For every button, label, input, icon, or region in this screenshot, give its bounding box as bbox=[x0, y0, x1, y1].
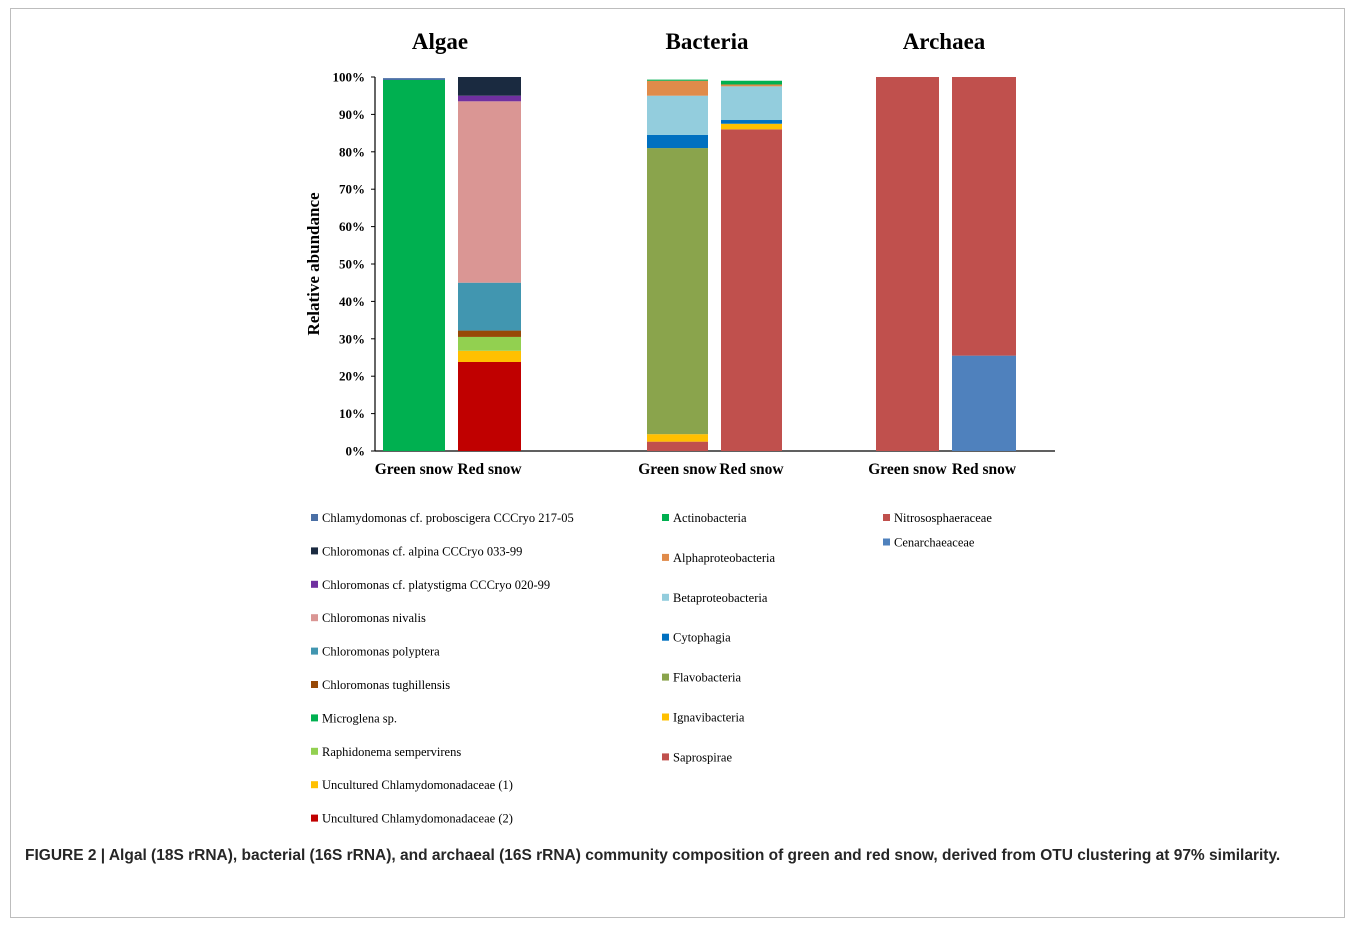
panel-title: Bacteria bbox=[665, 29, 749, 54]
legend-label: Alphaproteobacteria bbox=[673, 551, 775, 565]
legend-swatch bbox=[662, 514, 669, 521]
bar-segment bbox=[383, 79, 445, 451]
legend-label: Chloromonas cf. alpina CCCryo 033-99 bbox=[322, 544, 522, 558]
bar-segment bbox=[458, 336, 521, 351]
y-axis-label: Relative abundance bbox=[304, 192, 323, 336]
legend-swatch bbox=[311, 814, 318, 822]
bar-segment bbox=[876, 77, 939, 451]
legend-swatch bbox=[662, 753, 669, 761]
bar-segment bbox=[647, 80, 708, 96]
legend-label: Nitrososphaeraceae bbox=[894, 511, 992, 525]
legend-label: Cytophagia bbox=[673, 631, 731, 645]
y-tick-label: 0% bbox=[346, 444, 366, 459]
legend-label: Chloromonas cf. platystigma CCCryo 020-9… bbox=[322, 578, 550, 592]
bar-segment bbox=[647, 148, 708, 435]
bar-segment bbox=[458, 350, 521, 362]
bar-segment bbox=[721, 123, 782, 130]
bar-segment bbox=[647, 441, 708, 451]
legend-label: Microglena sp. bbox=[322, 711, 397, 725]
legend-label: Chlamydomonas cf. proboscigera CCCryo 21… bbox=[322, 511, 574, 525]
legend-swatch bbox=[883, 514, 890, 521]
bar-segment bbox=[383, 78, 445, 80]
legend-label: Chloromonas tughillensis bbox=[322, 678, 450, 692]
bar-segment bbox=[721, 86, 782, 121]
legend-label: Chloromonas nivalis bbox=[322, 611, 426, 625]
x-category-label: Red snow bbox=[457, 461, 522, 478]
legend-swatch bbox=[662, 593, 669, 601]
y-tick-label: 90% bbox=[339, 107, 365, 122]
legend-swatch bbox=[311, 547, 318, 555]
stacked-bar-chart: 0% 10% 20% 30% 40% 50% 60% 70% 80% 90% 100% Relativ… bbox=[304, 29, 1055, 826]
bar-segment bbox=[721, 80, 782, 85]
bar-segment bbox=[647, 79, 708, 81]
legend-label: Chloromonas polyptera bbox=[322, 645, 440, 659]
legend-swatch bbox=[883, 538, 890, 546]
y-tick-label: 70% bbox=[339, 182, 365, 197]
bar-segment bbox=[458, 330, 521, 337]
bar-segment bbox=[952, 355, 1016, 451]
bar-segment bbox=[721, 129, 782, 452]
legend-swatch bbox=[662, 553, 669, 561]
x-category-label: Red snow bbox=[719, 461, 784, 478]
legend-label: Uncultured Chlamydomonadaceae (1) bbox=[322, 778, 513, 792]
legend-swatch bbox=[311, 781, 318, 789]
x-category-label: Green snow bbox=[868, 461, 947, 478]
bar-segment bbox=[458, 95, 521, 102]
x-category-label: Green snow bbox=[375, 461, 454, 478]
y-tick-label: 50% bbox=[339, 257, 365, 272]
bar-segment bbox=[952, 77, 1016, 356]
figure-caption: FIGURE 2 | Algal (18S rRNA), bacterial (… bbox=[25, 847, 1281, 864]
bar-segment bbox=[647, 134, 708, 149]
legend-swatch bbox=[662, 713, 669, 721]
figure-frame bbox=[10, 8, 1345, 918]
legend-label: Uncultured Chlamydomonadaceae (2) bbox=[322, 812, 513, 826]
legend-swatch bbox=[311, 681, 318, 688]
legend-label: Cenarchaeaceae bbox=[894, 536, 975, 550]
x-category-label: Red snow bbox=[952, 461, 1017, 478]
legend-label: Flavobacteria bbox=[673, 671, 741, 685]
y-tick-label: 10% bbox=[339, 406, 365, 421]
legend-label: Raphidonema sempervirens bbox=[322, 745, 461, 759]
legend-label: Saprospirae bbox=[673, 750, 732, 764]
legend-swatch bbox=[311, 647, 318, 655]
legend-label: Ignavibacteria bbox=[673, 711, 745, 725]
legend-swatch bbox=[311, 514, 318, 521]
legend-swatch bbox=[662, 673, 669, 681]
x-category-label: Green snow bbox=[638, 461, 717, 478]
bar-segment bbox=[721, 84, 782, 87]
bar-segment bbox=[647, 95, 708, 135]
y-tick-label: 40% bbox=[339, 294, 365, 309]
bar-segment bbox=[647, 434, 708, 442]
y-tick-label: 60% bbox=[339, 219, 365, 234]
bar-segment bbox=[721, 120, 782, 124]
legend-swatch bbox=[311, 714, 318, 722]
legend-label: Actinobacteria bbox=[673, 511, 747, 525]
y-tick-label: 30% bbox=[339, 331, 365, 346]
legend-swatch bbox=[311, 747, 318, 755]
y-tick-label: 20% bbox=[339, 369, 365, 384]
bar-segment bbox=[458, 282, 521, 331]
panel-title: Archaea bbox=[903, 29, 986, 54]
legend-swatch bbox=[662, 633, 669, 641]
y-tick-label: 80% bbox=[339, 144, 365, 159]
bar-segment bbox=[458, 101, 521, 283]
legend-swatch bbox=[311, 614, 318, 622]
panel-title: Algae bbox=[412, 29, 468, 54]
y-tick-label: 100% bbox=[333, 70, 366, 85]
bar-segment bbox=[458, 77, 521, 96]
legend-swatch bbox=[311, 580, 318, 588]
legend-label: Betaproteobacteria bbox=[673, 591, 768, 605]
bar-segment bbox=[458, 361, 521, 451]
